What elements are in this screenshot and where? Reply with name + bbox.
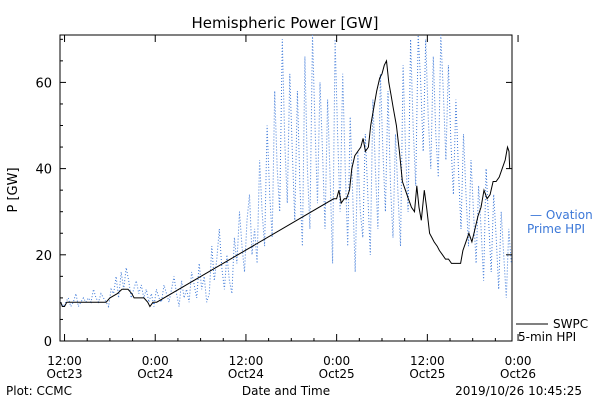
x-tick-label-date: Oct25 xyxy=(409,367,445,381)
y-tick-label: 20 xyxy=(35,249,52,264)
y-axis-label: P [GW] xyxy=(6,167,21,212)
x-axis-ticks: 12:00Oct230:00Oct2412:00Oct240:00Oct2512… xyxy=(47,35,536,381)
x-tick-label-time: 12:00 xyxy=(410,354,445,368)
chart-title: Hemispheric Power [GW] xyxy=(192,14,379,32)
legend-ovation-line1: — Ovation xyxy=(530,208,593,222)
x-tick-label-time: 0:00 xyxy=(142,354,169,368)
legend-ovation-line2: Prime HPI xyxy=(527,222,585,236)
plot-area-frame xyxy=(59,34,513,342)
y-axis-ticks: 0 20 40 60 xyxy=(35,38,512,350)
x-tick-label-time: 0:00 xyxy=(323,354,350,368)
x-tick-label-date: Oct25 xyxy=(319,367,355,381)
timestamp: 2019/10/26 10:45:25 xyxy=(455,384,582,398)
legend-swpc-line2: 5-min HPI xyxy=(518,330,576,344)
ovation-line xyxy=(60,34,512,308)
swpc-series xyxy=(60,59,511,308)
ovation-series xyxy=(60,34,512,308)
x-tick-label-date: Oct24 xyxy=(137,367,173,381)
legend-swpc-line1: SWPC xyxy=(553,317,588,331)
swpc-line xyxy=(60,59,511,308)
x-tick-label-time: 12:00 xyxy=(229,354,264,368)
y-tick-label: 0 xyxy=(44,335,52,350)
x-tick-label-date: Oct23 xyxy=(47,367,83,381)
x-tick-label-time: 0:00 xyxy=(505,354,532,368)
x-tick-label-time: 12:00 xyxy=(47,354,82,368)
y-tick-label: 40 xyxy=(35,163,52,178)
x-tick-label-date: Oct26 xyxy=(500,367,536,381)
plot-credit: Plot: CCMC xyxy=(6,384,72,398)
x-axis-label: Date and Time xyxy=(242,384,330,398)
y-tick-label: 60 xyxy=(35,76,52,91)
x-tick-label-date: Oct24 xyxy=(228,367,264,381)
